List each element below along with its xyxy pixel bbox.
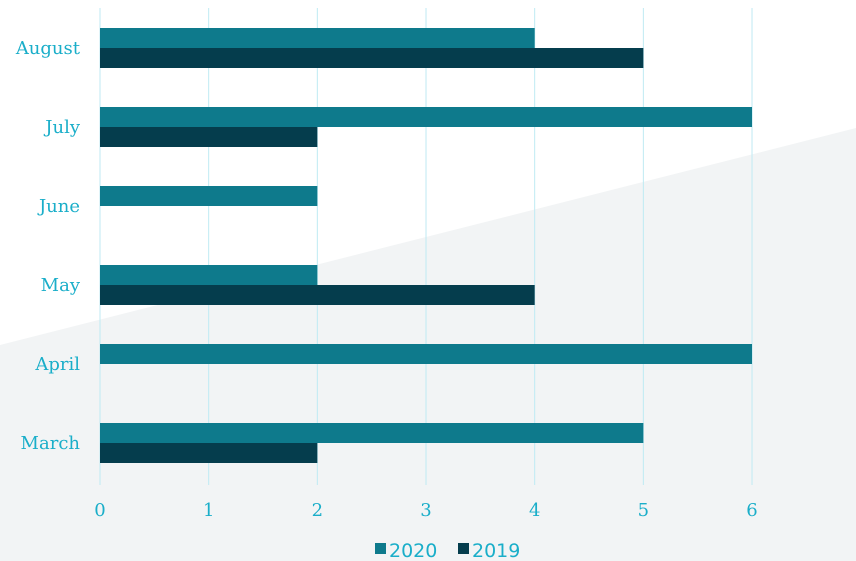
x-tick-label-1: 1 [203, 500, 214, 521]
bar-april-2020 [100, 344, 753, 364]
legend-swatch-2020 [375, 543, 386, 554]
x-tick-label-3: 3 [420, 500, 431, 521]
bar-august-2019 [100, 48, 644, 68]
gridlines [99, 8, 753, 485]
bar-august-2020 [100, 28, 535, 48]
bars [100, 28, 753, 463]
category-label-may: May [41, 275, 81, 296]
bar-july-2020 [100, 107, 753, 127]
x-axis-ticks: 0 1 2 3 4 5 6 [94, 500, 757, 521]
bar-may-2020 [100, 265, 318, 285]
category-label-march: March [21, 433, 81, 454]
category-labels: August July June May April March [15, 38, 81, 454]
x-tick-label-6: 6 [746, 500, 757, 521]
x-tick-label-5: 5 [638, 500, 649, 521]
category-label-august: August [15, 38, 81, 59]
x-tick-label-0: 0 [94, 500, 105, 521]
bar-march-2019 [100, 443, 318, 463]
legend-label-2020: 2020 [389, 540, 437, 561]
category-label-june: June [37, 196, 80, 217]
legend-swatch-2019 [458, 543, 469, 554]
x-tick-label-4: 4 [529, 500, 540, 521]
x-tick-label-2: 2 [312, 500, 323, 521]
bar-may-2019 [100, 285, 535, 305]
legend: 2020 2019 [375, 540, 520, 561]
bar-july-2019 [100, 127, 318, 147]
category-label-april: April [34, 354, 80, 375]
legend-label-2019: 2019 [472, 540, 520, 561]
bar-june-2020 [100, 186, 318, 206]
category-label-july: July [43, 117, 81, 138]
bar-march-2020 [100, 423, 644, 443]
